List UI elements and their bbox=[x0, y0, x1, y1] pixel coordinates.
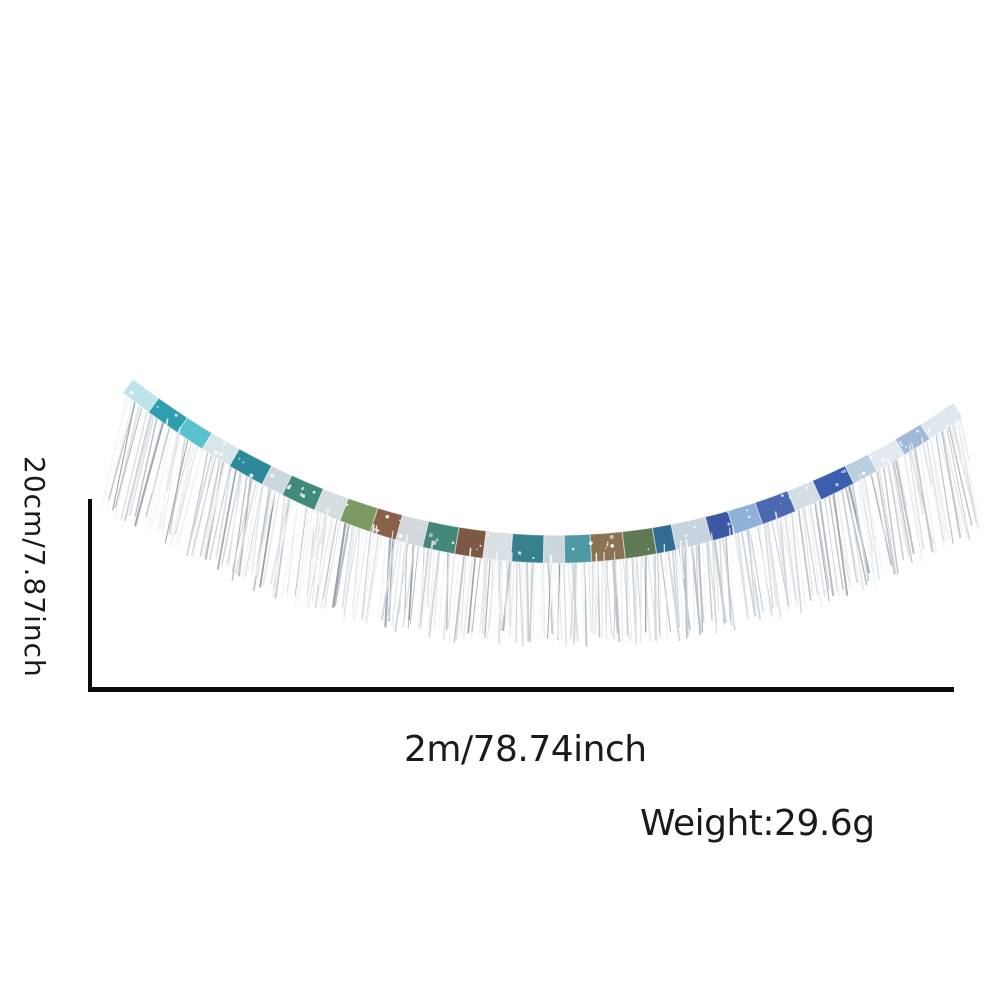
weight-label: Weight:29.6g bbox=[640, 803, 875, 844]
length-dimension-label: 2m/78.74inch bbox=[404, 729, 647, 770]
height-dimension-label: 20cm/7.87inch bbox=[18, 456, 51, 678]
height-dimension-line bbox=[88, 499, 92, 691]
length-dimension-line bbox=[88, 687, 954, 692]
